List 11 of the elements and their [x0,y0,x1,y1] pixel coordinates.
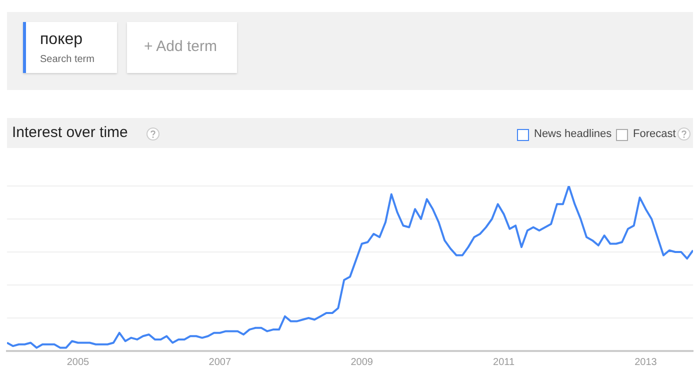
text: покер [40,31,83,49]
text: Forecast [633,128,676,140]
text: News headlines [534,128,612,140]
x-tick-label: 2005 [66,356,90,368]
x-tick-label: 2011 [493,356,515,368]
text: Search term [40,54,94,65]
chart-title: Interest over time [12,124,128,141]
x-tick-label: 2013 [634,356,658,368]
x-tick-label: 2009 [350,356,374,368]
x-tick-label: 2007 [208,356,232,368]
text: + Add term [144,38,217,55]
